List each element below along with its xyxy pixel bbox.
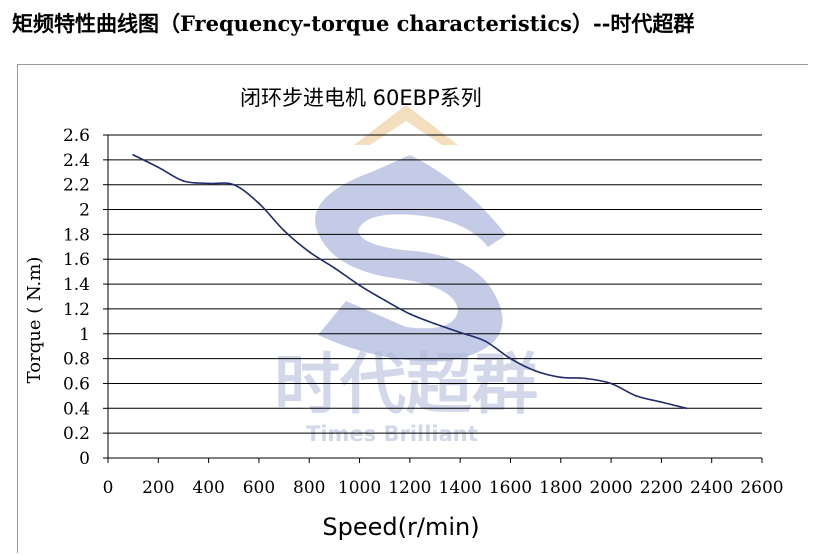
ytick-label-12: 2.4 <box>63 151 90 171</box>
ytick-label-5: 1 <box>79 325 90 345</box>
data-point-0-15 <box>509 357 512 360</box>
ytick-label-1: 0.2 <box>63 424 90 444</box>
ytick-label-10: 2 <box>79 201 90 221</box>
data-point-0-20 <box>635 395 638 397</box>
ytick-label-11: 2.2 <box>63 176 90 196</box>
times-brilliant-watermark: 时代超群 Times Brilliant <box>274 105 538 446</box>
axes <box>103 134 763 463</box>
ytick-label-8: 1.6 <box>63 250 90 270</box>
data-point-0-14 <box>484 340 487 343</box>
data-point-0-11 <box>408 313 411 315</box>
ytick-label-4: 0.8 <box>63 350 90 370</box>
data-point-0-9 <box>358 284 361 287</box>
grid-lines <box>108 134 762 459</box>
xtick-label-8: 1600 <box>489 478 532 498</box>
watermark-chevron-icon <box>354 105 458 145</box>
x-axis-label: Speed(r/min) <box>322 513 479 541</box>
ytick-label-2: 0.4 <box>63 399 90 419</box>
xtick-label-13: 2600 <box>740 478 783 498</box>
torque-speed-chart: 时代超群 Times Brilliant 0 0.2 0.4 0.6 0.8 1 1.2 1.… <box>24 86 784 541</box>
x-tick-labels: 0 200 400 600 800 1000 1200 1400 1600 1800 2000 220… <box>103 478 784 498</box>
data-point-0-10 <box>383 299 386 302</box>
page-title: 矩频特性曲线图（Frequency-torque characteristics… <box>12 11 695 36</box>
data-point-0-5 <box>258 202 260 205</box>
ytick-label-0: 0 <box>79 449 90 469</box>
ytick-label-9: 1.8 <box>63 225 90 245</box>
xtick-label-6: 1200 <box>388 478 431 498</box>
data-point-0-7 <box>308 250 311 253</box>
data-point-0-22 <box>685 407 688 410</box>
ytick-label-13: 2.6 <box>63 126 90 146</box>
y-tick-labels: 0 0.2 0.4 0.6 0.8 1 1.2 1.4 1.6 1.8 2 2.2 2.4 2.6 <box>63 126 90 469</box>
xtick-label-3: 600 <box>243 478 275 498</box>
watermark-english-text: Times Brilliant <box>306 422 478 446</box>
data-point-0-18 <box>585 377 587 380</box>
data-point-0-3 <box>207 182 210 185</box>
data-point-0-17 <box>559 376 562 379</box>
chart-title: 闭环步进电机 60EBP系列 <box>240 86 482 110</box>
data-point-0-6 <box>283 229 285 232</box>
series <box>132 154 688 410</box>
xtick-label-1: 200 <box>142 478 174 498</box>
data-point-0-0 <box>132 154 135 156</box>
xtick-label-0: 0 <box>103 478 114 498</box>
data-point-0-19 <box>610 382 612 385</box>
xtick-label-12: 2400 <box>690 478 733 498</box>
data-point-0-1 <box>157 166 160 169</box>
data-point-0-13 <box>459 331 462 334</box>
xtick-label-10: 2000 <box>589 478 632 498</box>
xtick-label-4: 800 <box>293 478 325 498</box>
xtick-label-7: 1400 <box>439 478 482 498</box>
data-point-0-2 <box>182 180 185 182</box>
xtick-label-11: 2200 <box>640 478 683 498</box>
ytick-label-6: 1.2 <box>63 300 90 320</box>
xtick-label-5: 1000 <box>338 478 381 498</box>
ytick-label-3: 0.6 <box>63 374 90 394</box>
data-point-0-21 <box>660 401 663 403</box>
watermark-s-logo-icon <box>315 155 506 362</box>
data-point-0-8 <box>333 267 336 269</box>
data-point-0-16 <box>534 370 537 372</box>
data-point-0-4 <box>232 183 235 186</box>
xtick-label-9: 1800 <box>539 478 582 498</box>
xtick-label-2: 400 <box>192 478 224 498</box>
data-point-0-12 <box>434 322 436 325</box>
chart-frame: 时代超群 Times Brilliant 0 0.2 0.4 0.6 0.8 1 1.2 1.… <box>17 64 808 553</box>
watermark-chinese-text: 时代超群 <box>274 346 538 423</box>
y-axis-label: Torque ( N.m) <box>24 257 45 384</box>
ytick-label-7: 1.4 <box>63 275 90 295</box>
